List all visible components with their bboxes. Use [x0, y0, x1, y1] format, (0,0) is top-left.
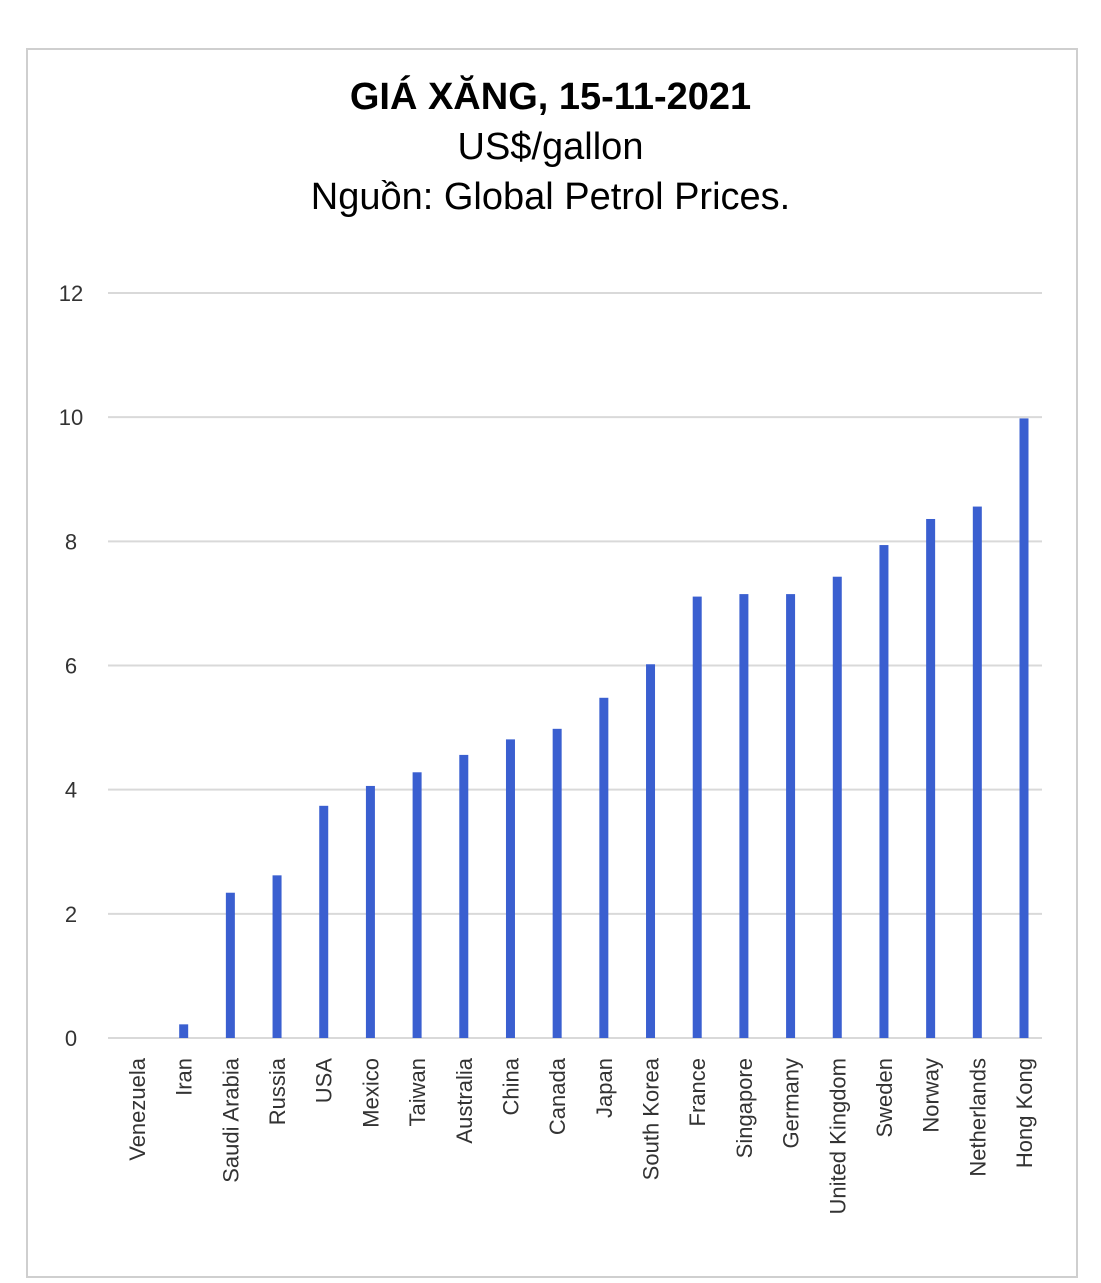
- x-tick-label: USA: [312, 1058, 337, 1104]
- x-tick-label: Netherlands: [965, 1058, 990, 1177]
- bar: [1019, 418, 1029, 1038]
- bar: [505, 739, 515, 1038]
- bar: [412, 772, 422, 1038]
- x-tick-label: France: [685, 1058, 710, 1126]
- x-tick-label: Germany: [779, 1058, 804, 1148]
- y-tick-label: 6: [65, 654, 77, 679]
- bar: [879, 545, 889, 1038]
- x-tick-label: Mexico: [358, 1058, 383, 1128]
- y-axis-ticks: 0 2 4 6 8 10 12: [59, 281, 83, 1051]
- x-tick-label: United Kingdom: [825, 1058, 850, 1215]
- bar: [739, 594, 749, 1038]
- bar: [646, 664, 656, 1038]
- x-tick-label: Norway: [919, 1058, 944, 1133]
- bars: [179, 418, 1029, 1039]
- bar: [786, 594, 796, 1038]
- chart-frame: [26, 48, 1078, 1278]
- bar: [599, 697, 609, 1038]
- y-tick-label: 12: [59, 281, 83, 306]
- chart-title-block: GIÁ XĂNG, 15-11-2021 US$/gallon Nguồn: G…: [0, 72, 1101, 222]
- bar: [926, 518, 936, 1038]
- x-tick-label: Hong Kong: [1012, 1058, 1037, 1168]
- gridlines: [108, 292, 1042, 1039]
- bar: [225, 892, 235, 1038]
- bar: [692, 596, 702, 1038]
- chart-source: Nguồn: Global Petrol Prices.: [310, 176, 791, 218]
- x-tick-label: South Korea: [639, 1057, 664, 1180]
- bar: [832, 576, 842, 1038]
- x-tick-label: Saudi Arabia: [218, 1057, 243, 1183]
- x-axis-labels: Venezuela Iran Saudi Arabia Russia USA Mexico…: [125, 1057, 1037, 1214]
- bar: [552, 728, 562, 1038]
- x-tick-label: Sweden: [872, 1058, 897, 1138]
- bar: [272, 875, 282, 1038]
- chart-title: GIÁ XĂNG, 15-11-2021: [349, 76, 752, 118]
- x-tick-label: Australia: [452, 1057, 477, 1143]
- x-tick-label: China: [498, 1057, 523, 1115]
- bar: [179, 1024, 189, 1038]
- y-tick-label: 2: [65, 902, 77, 927]
- chart-subtitle: US$/gallon: [457, 126, 644, 168]
- x-tick-label: Russia: [265, 1057, 290, 1125]
- x-tick-label: Canada: [545, 1057, 570, 1135]
- x-tick-label: Japan: [592, 1058, 617, 1118]
- x-tick-label: Taiwan: [405, 1058, 430, 1126]
- bar: [365, 785, 375, 1038]
- x-tick-label: Singapore: [732, 1058, 757, 1158]
- y-tick-label: 4: [65, 778, 77, 803]
- bar: [459, 754, 469, 1038]
- y-tick-label: 8: [65, 529, 77, 554]
- x-tick-label: Venezuela: [125, 1057, 150, 1161]
- y-tick-label: 0: [65, 1026, 77, 1051]
- bar: [972, 506, 982, 1039]
- x-tick-label: Iran: [172, 1058, 197, 1096]
- y-tick-label: 10: [59, 405, 83, 430]
- bar: [319, 805, 329, 1038]
